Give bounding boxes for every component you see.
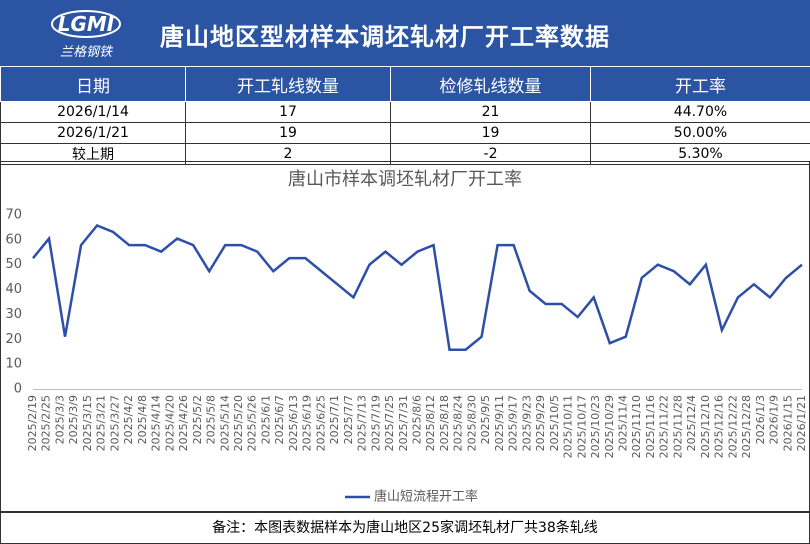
table-cell: 44.70% [590, 101, 810, 123]
x-tick-label: 2025/3/27 [108, 395, 121, 451]
x-tick-label: 2025/5/14 [218, 395, 231, 451]
x-tick-label: 2025/10/17 [575, 395, 588, 458]
table-cell: -2 [390, 143, 591, 165]
y-tick-label: 30 [5, 307, 22, 322]
x-tick-label: 2025/5/8 [205, 395, 218, 444]
x-tick-label: 2025/12/22 [726, 395, 739, 458]
x-tick-label: 2025/7/31 [397, 395, 410, 451]
x-tick-label: 2025/12/28 [740, 395, 753, 458]
x-tick-label: 2026/1/15 [781, 395, 794, 451]
x-tick-label: 2025/6/1 [259, 395, 272, 444]
x-tick-label: 2025/10/23 [589, 395, 602, 458]
table-header: 日期 开工轧线数量 检修轧线数量 开工率 [0, 66, 810, 102]
x-tick-label: 2025/5/26 [246, 395, 259, 451]
x-tick-label: 2026/1/21 [795, 395, 808, 451]
x-tick-label: 2025/7/1 [328, 395, 341, 444]
table-body: 2026/1/14 17 21 44.70% 2026/1/21 19 19 50.00% 较上… [0, 101, 810, 165]
logo-text: 兰格钢铁 [60, 45, 114, 60]
x-tick-label: 2025/4/2 [122, 395, 135, 444]
x-tick-label: 2025/11/16 [644, 395, 657, 458]
x-tick-label: 2025/3/21 [95, 395, 108, 451]
x-tick-label: 2025/8/24 [452, 395, 465, 451]
x-tick-label: 2025/11/4 [616, 395, 629, 451]
logo-mark: LGMI [58, 12, 115, 36]
y-tick-label: 50 [5, 257, 22, 272]
table-cell: 2026/1/21 [0, 122, 186, 144]
x-tick-label: 2025/8/12 [424, 395, 437, 451]
x-tick-label: 2025/3/15 [81, 395, 94, 451]
x-tick-label: 2026/1/3 [754, 395, 767, 444]
y-tick-label: 10 [5, 357, 22, 372]
x-tick-label: 2025/7/19 [369, 395, 382, 451]
x-tick-label: 2025/7/7 [342, 395, 355, 444]
x-tick-label: 2025/10/5 [548, 395, 561, 451]
x-tick-label: 2025/6/25 [314, 395, 327, 451]
y-tick-label: 40 [5, 282, 22, 297]
table-cell: 较上期 [0, 143, 186, 165]
footer: 备注：本图表数据样本为唐山地区25家调坯轧材厂共38条轧线 [0, 512, 810, 544]
x-tick-label: 2025/4/26 [177, 395, 190, 451]
x-tick-label: 2025/7/25 [383, 395, 396, 451]
chart-title: 唐山市样本调坯轧材厂开工率 [288, 169, 522, 190]
x-tick-label: 2025/4/20 [163, 395, 176, 451]
x-tick-label: 2025/11/22 [658, 395, 671, 458]
chart-border [0, 161, 810, 512]
y-tick-label: 20 [5, 332, 22, 347]
x-tick-label: 2025/3/9 [67, 395, 80, 444]
x-tick-label: 2025/11/10 [630, 395, 643, 458]
x-tick-label: 2025/4/8 [136, 395, 149, 444]
x-tick-label: 2025/10/29 [603, 395, 616, 458]
x-tick-label: 2025/6/19 [301, 395, 314, 451]
column-header: 检修轧线数量 [390, 66, 591, 102]
y-tick-label: 0 [14, 382, 22, 397]
x-tick-label: 2026/1/9 [768, 395, 781, 444]
header: LGMI 兰格钢铁 唐山地区型材样本调坯轧材厂开工率数据 [0, 0, 810, 66]
logo-ring [51, 10, 121, 38]
line-series [32, 223, 803, 352]
column-header: 开工率 [590, 66, 810, 102]
x-tick-label: 2025/5/2 [191, 395, 204, 444]
table-cell: 5.30% [590, 143, 810, 165]
x-tick-label: 2025/7/13 [356, 395, 369, 451]
y-tick-label: 70 [5, 208, 22, 223]
table-cell: 2026/1/14 [0, 101, 186, 123]
x-tick-label: 2025/2/19 [26, 395, 39, 451]
legend-label: 唐山短流程开工率 [374, 489, 478, 505]
x-tick-label: 2025/12/16 [713, 395, 726, 458]
x-tick-label: 2025/9/17 [507, 395, 520, 451]
x-tick-label: 2025/3/3 [53, 395, 66, 444]
x-tick-label: 2025/6/7 [273, 395, 286, 444]
x-tick-label: 2025/9/23 [520, 395, 533, 451]
x-tick-label: 2025/9/11 [493, 395, 506, 451]
x-tick-label: 2025/11/28 [671, 395, 684, 458]
x-tick-label: 2025/12/10 [699, 395, 712, 458]
x-tick-label: 2025/2/25 [40, 395, 53, 451]
logo: LGMI 兰格钢铁 [51, 10, 121, 60]
table-row: 2026/1/14 17 21 44.70% [0, 101, 810, 123]
x-tick-label: 2025/6/13 [287, 395, 300, 451]
x-tick-label: 2025/9/5 [479, 395, 492, 444]
header-title: 唐山地区型材样本调坯轧材厂开工率数据 [160, 23, 610, 51]
x-tick-label: 2025/4/14 [150, 395, 163, 451]
x-tick-label: 2025/12/4 [685, 395, 698, 451]
table-row: 较上期 2 -2 5.30% [0, 143, 810, 165]
x-tick-label: 2025/10/11 [562, 395, 575, 458]
x-tick-label: 2025/5/20 [232, 395, 245, 451]
y-tick-label: 60 [5, 232, 22, 247]
column-header: 开工轧线数量 [185, 66, 391, 102]
x-tick-label: 2025/9/29 [534, 395, 547, 451]
x-tick-label: 2025/8/30 [465, 395, 478, 451]
column-header: 日期 [0, 66, 186, 102]
table-cell: 50.00% [590, 122, 810, 144]
x-tick-label: 2025/8/18 [438, 395, 451, 451]
x-tick-label: 2025/8/6 [411, 395, 424, 444]
data-table: 日期 开工轧线数量 检修轧线数量 开工率 2026/1/14 17 21 44.70% 202… [0, 66, 810, 165]
